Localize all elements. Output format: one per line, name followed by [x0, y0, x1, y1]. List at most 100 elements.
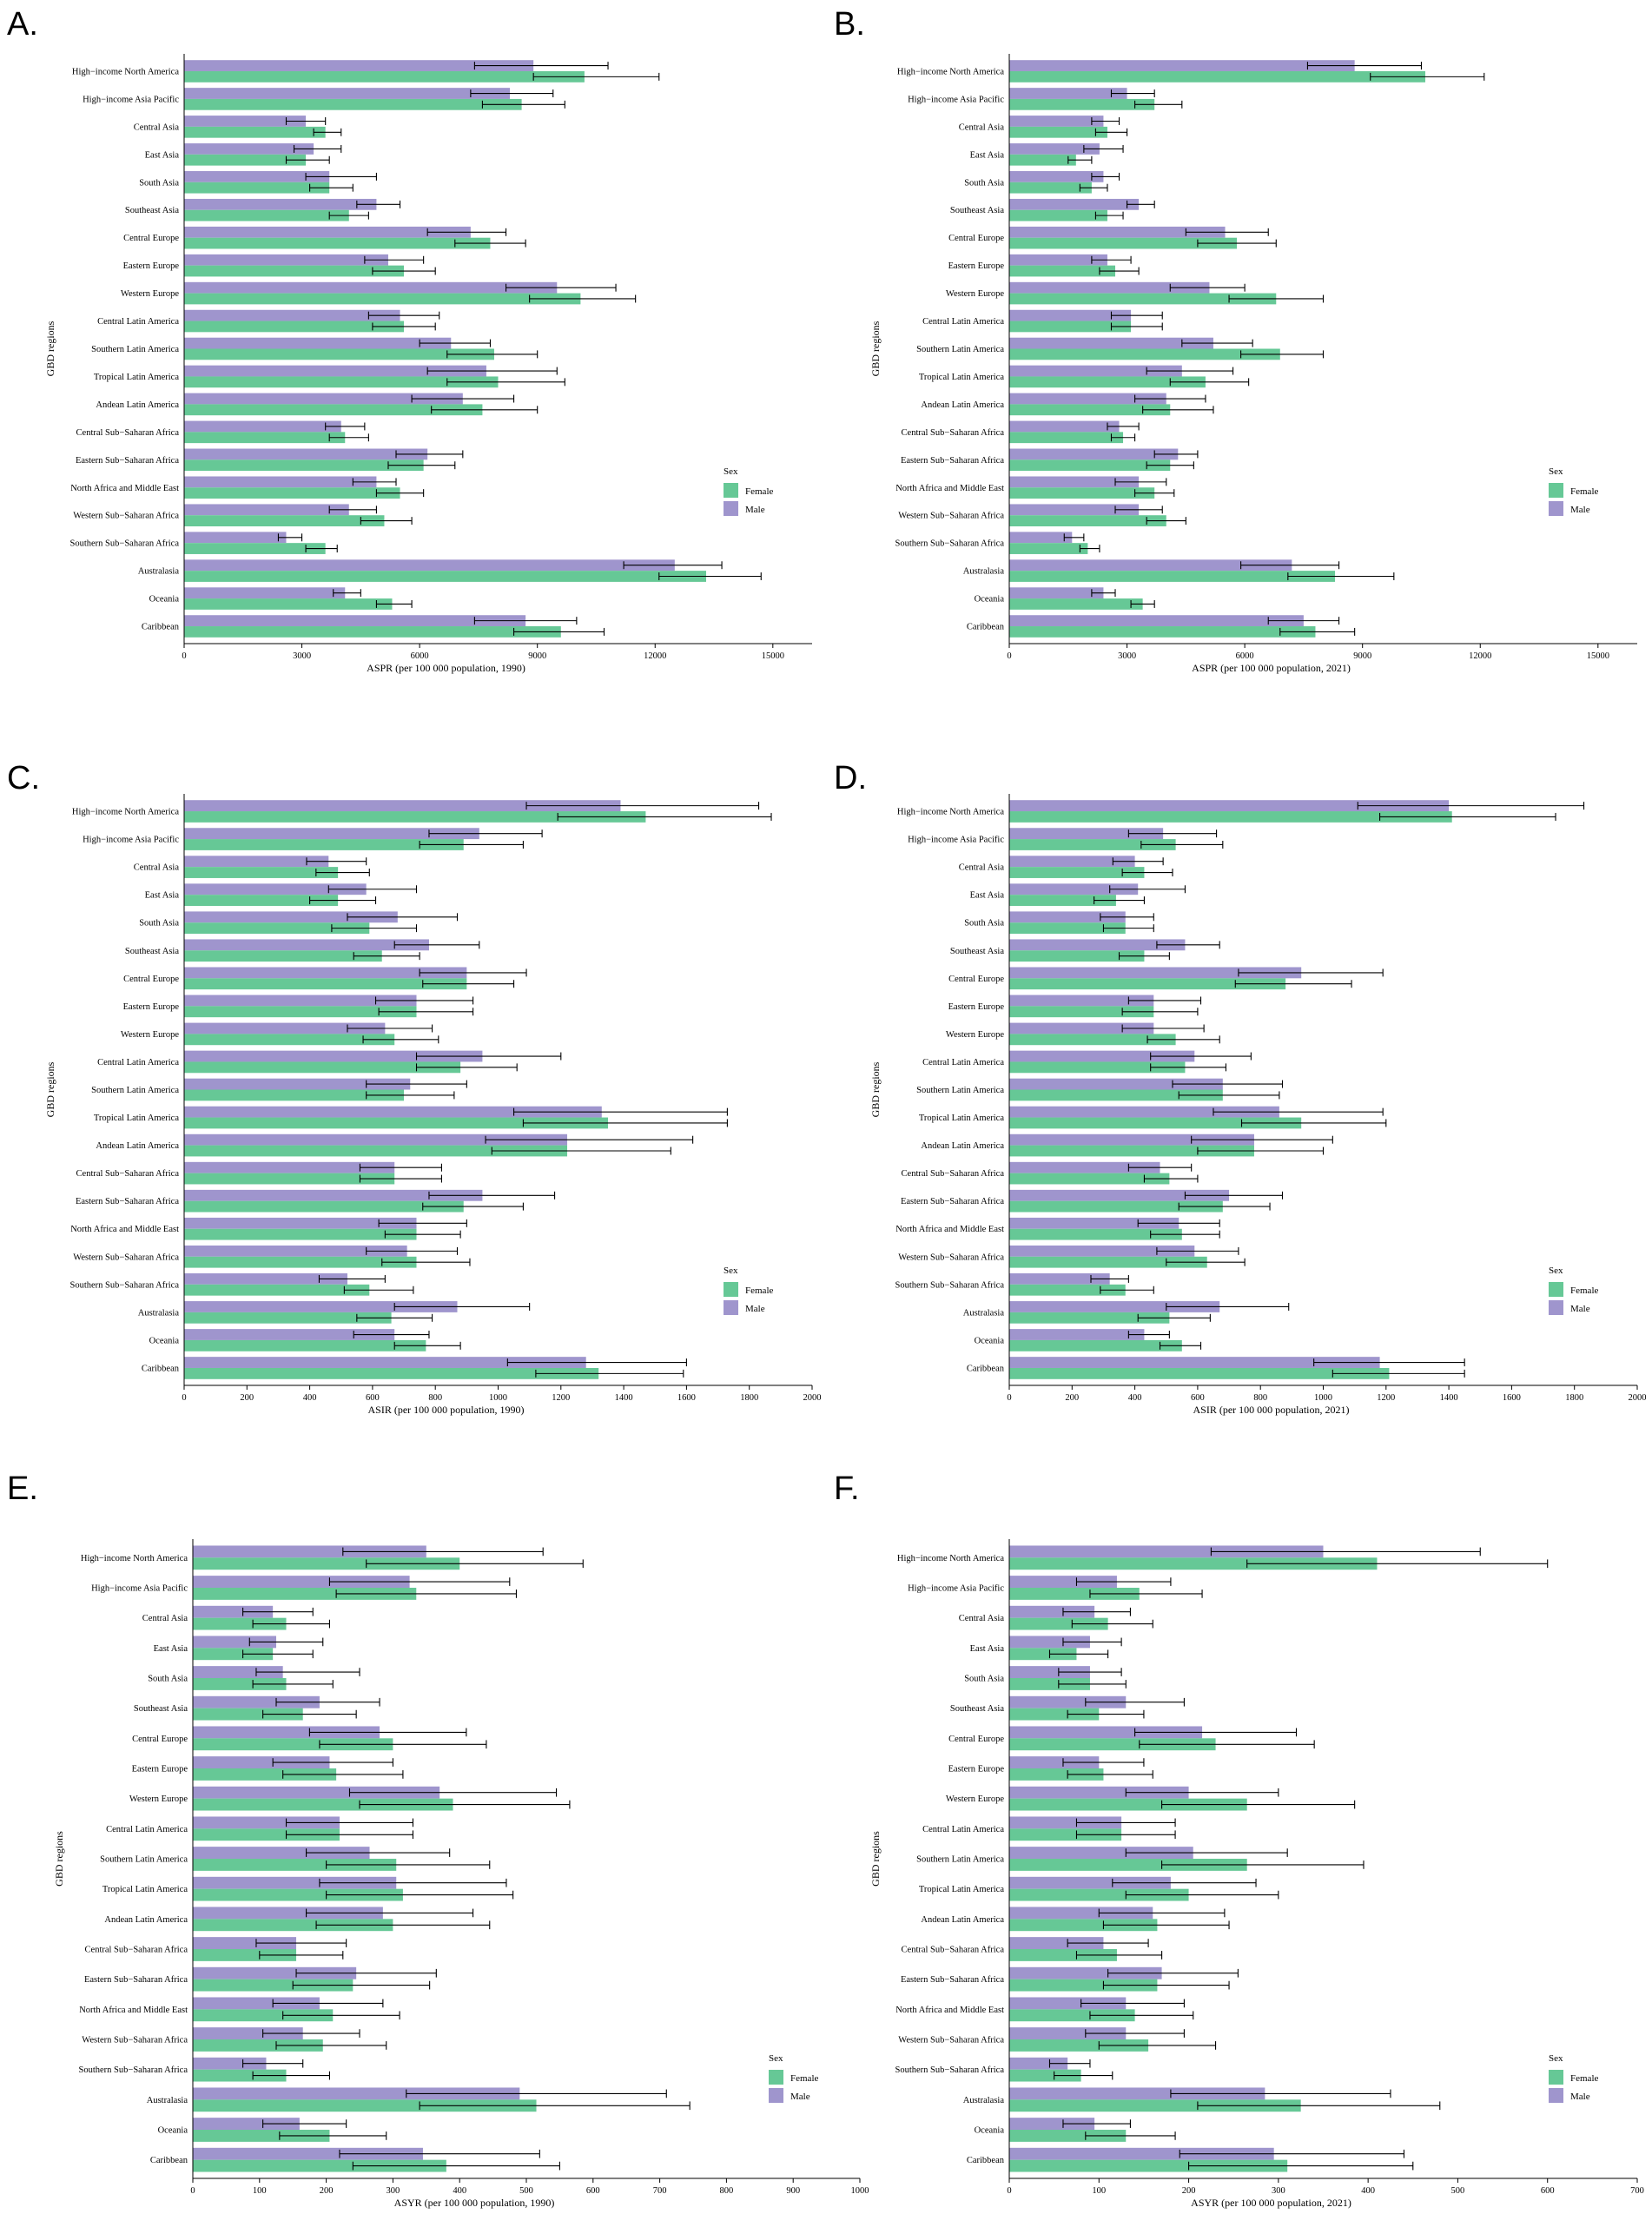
bar-female [1009, 70, 1425, 83]
bar-female [184, 978, 467, 990]
category-label: Southern Sub−Saharan Africa [895, 539, 1005, 549]
category-label: Oceania [975, 2126, 1005, 2136]
bar-female [184, 543, 326, 554]
bar-male [184, 1078, 411, 1090]
legend-swatch-female [724, 1282, 738, 1297]
bar-female [1009, 237, 1238, 249]
category-label: Oceania [975, 595, 1005, 605]
bar-male [1009, 1022, 1154, 1034]
x-tick-label: 12000 [644, 651, 666, 661]
legend-swatch-male [769, 2088, 783, 2103]
x-axis-title: ASIR (per 100 000 population, 2021) [1193, 1404, 1350, 1416]
bar-male [184, 1245, 407, 1257]
bar-female [1009, 1228, 1182, 1240]
bar-male [1009, 1756, 1100, 1768]
category-label: Australasia [963, 2096, 1005, 2105]
category-label: Central Europe [123, 975, 179, 984]
category-label: Australasia [138, 567, 180, 577]
bar-male [1009, 504, 1140, 516]
bar-female [1009, 321, 1132, 333]
bar-male [193, 1695, 320, 1708]
bar-male [1009, 476, 1140, 488]
x-tick-label: 400 [1128, 1393, 1142, 1403]
legend-label-female: Female [745, 1285, 773, 1296]
bar-female [193, 1859, 397, 1871]
bar-male [1009, 828, 1164, 840]
bar-male [184, 254, 388, 266]
bar-female [184, 1367, 599, 1379]
category-label: Australasia [963, 567, 1005, 577]
category-label: Australasia [963, 1308, 1005, 1318]
x-tick-label: 700 [653, 2186, 667, 2196]
bar-female [184, 376, 499, 388]
category-label: Central Europe [123, 234, 179, 243]
category-label: Southeast Asia [134, 1704, 188, 1714]
bar-female [1009, 1061, 1186, 1074]
x-tick-label: 6000 [1236, 651, 1254, 661]
bar-male [1009, 1907, 1153, 1920]
bar-female [1009, 515, 1166, 526]
bar-male [193, 1816, 340, 1829]
bar-male [184, 226, 471, 238]
category-label: North Africa and Middle East [70, 484, 179, 493]
category-label: Central Latin America [922, 1825, 1004, 1834]
bar-female [193, 1738, 393, 1751]
category-label: Central Latin America [922, 317, 1004, 327]
category-label: Andean Latin America [96, 400, 179, 410]
bar-female [1009, 154, 1076, 166]
bar-female [184, 1256, 417, 1268]
category-label: Eastern Sub−Saharan Africa [84, 1975, 188, 1985]
category-label: High−income North America [897, 808, 1004, 817]
bar-male [1009, 1133, 1254, 1146]
category-label: Caribbean [967, 1364, 1005, 1373]
y-axis-title: GBD regions [44, 321, 56, 376]
bar-male [184, 143, 314, 155]
category-label: Central Sub−Saharan Africa [76, 428, 180, 438]
x-tick-label: 1600 [677, 1393, 696, 1403]
bar-female [1009, 432, 1124, 444]
category-label: Western Sub−Saharan Africa [82, 2036, 188, 2045]
legend-swatch-male [724, 501, 738, 516]
category-label: East Asia [970, 1644, 1005, 1654]
category-label: Eastern Europe [948, 1002, 1005, 1012]
category-label: Southern Sub−Saharan Africa [895, 2065, 1005, 2075]
category-label: Eastern Europe [132, 1765, 188, 1775]
bar-female [1009, 182, 1092, 194]
legend-label-female: Female [1570, 1285, 1598, 1296]
bar-male [193, 1907, 383, 1920]
bar-female [1009, 1768, 1104, 1781]
category-label: Southern Sub−Saharan Africa [895, 1280, 1005, 1290]
bar-male [184, 995, 417, 1007]
category-label: Central Asia [134, 863, 180, 873]
bar-female [1009, 2009, 1135, 2022]
category-label: Central Asia [959, 122, 1005, 132]
bar-female [184, 293, 581, 305]
bar-male [193, 2057, 267, 2070]
x-tick-label: 800 [720, 2186, 734, 2196]
bar-male [184, 337, 452, 349]
category-label: North Africa and Middle East [895, 484, 1004, 493]
category-label: East Asia [145, 891, 180, 901]
category-label: High−income North America [81, 1554, 188, 1563]
category-label: Caribbean [142, 623, 180, 632]
bar-male [184, 1329, 395, 1340]
bar-female [1009, 1339, 1182, 1352]
legend-title: Sex [1549, 466, 1563, 477]
category-label: Tropical Latin America [919, 373, 1005, 382]
category-label: High−income Asia Pacific [83, 836, 179, 845]
bar-female [193, 1979, 354, 1992]
bar-female [1009, 598, 1143, 610]
bar-male [1009, 116, 1104, 127]
bar-male [193, 1605, 274, 1618]
y-axis-title: GBD regions [44, 1061, 56, 1117]
panel-label: C. [7, 760, 40, 796]
bar-male [1009, 254, 1107, 266]
legend-label-male: Male [1570, 1304, 1590, 1314]
bar-female [193, 2009, 334, 2022]
category-label: Western Sub−Saharan Africa [898, 512, 1004, 521]
bar-female [184, 1339, 426, 1352]
x-tick-label: 600 [1191, 1393, 1205, 1403]
x-tick-label: 1400 [1440, 1393, 1458, 1403]
y-axis-title: GBD regions [869, 1831, 882, 1887]
